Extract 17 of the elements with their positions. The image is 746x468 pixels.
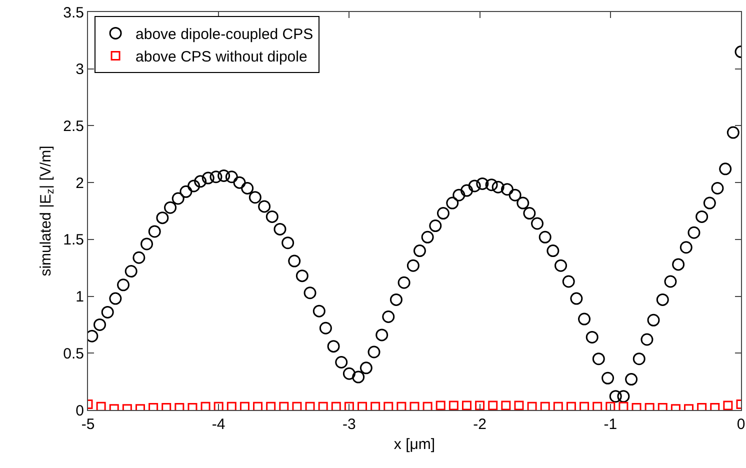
- y-tick-label: 0.5: [63, 345, 84, 362]
- x-tick-label: -3: [342, 416, 356, 433]
- x-tick-label: -1: [604, 416, 618, 433]
- x-tick-label: 0: [736, 416, 746, 433]
- y-tick-label: 2.5: [63, 118, 84, 135]
- x-tick-label: -5: [81, 416, 95, 433]
- y-tick-label: 3: [76, 61, 84, 78]
- y-tick-label: 1: [76, 288, 84, 306]
- legend-label: above CPS without dipole: [136, 48, 308, 66]
- y-tick-label: 3.5: [63, 4, 84, 22]
- x-tick-label: -2: [473, 416, 486, 433]
- x-axis-title: x [μm]: [394, 436, 436, 453]
- y-tick-label: 2: [76, 174, 84, 192]
- x-tick-label: -4: [212, 416, 226, 433]
- y-tick-label: 0: [76, 402, 84, 420]
- y-tick-label: 1.5: [63, 232, 84, 249]
- legend-label: above dipole-coupled CPS: [136, 26, 314, 44]
